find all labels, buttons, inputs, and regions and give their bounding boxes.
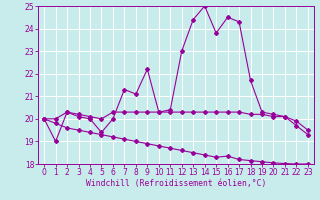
X-axis label: Windchill (Refroidissement éolien,°C): Windchill (Refroidissement éolien,°C) xyxy=(86,179,266,188)
